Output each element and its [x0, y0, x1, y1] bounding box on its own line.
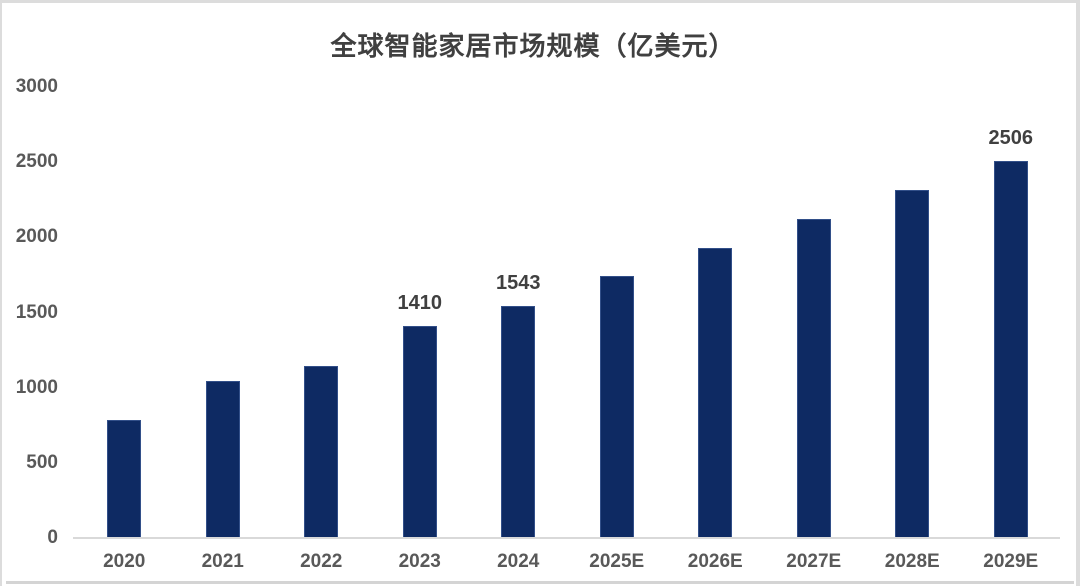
x-tick-label-2025E: 2025E	[589, 551, 645, 572]
bar-2022	[304, 366, 339, 538]
bar-2021	[205, 381, 240, 538]
x-tick-label-2023: 2023	[398, 551, 441, 572]
bar-2026E	[698, 247, 733, 538]
plot-area: 1410 1543 2506	[75, 87, 1060, 538]
y-tick-label-1500: 1500	[15, 301, 58, 323]
y-tick-label-0: 0	[47, 527, 58, 548]
x-tick-label-2028E: 2028E	[884, 551, 940, 572]
y-tick-label-500: 500	[26, 451, 58, 473]
bar-value-label-2024: 1543	[496, 272, 541, 295]
bar-2029E	[993, 161, 1028, 538]
card-border-left	[0, 0, 2, 586]
x-tick-label-2024: 2024	[497, 551, 540, 572]
y-tick-label-2500: 2500	[15, 151, 58, 173]
bar-2028E	[895, 190, 930, 538]
bar-2023	[402, 326, 437, 538]
chart-title: 全球智能家居市场规模（亿美元）	[330, 31, 736, 61]
bar-2020	[107, 419, 142, 538]
x-tick-label-2029E: 2029E	[983, 551, 1039, 572]
card-border-top	[0, 0, 1080, 3]
bar-2024	[501, 306, 536, 538]
bar-2027E	[796, 218, 831, 538]
card-bottom-rule	[6, 581, 1074, 584]
bar-value-label-2029E: 2506	[988, 127, 1034, 150]
card-border-right	[1076, 0, 1080, 586]
y-tick-label-1000: 1000	[15, 376, 58, 398]
x-tick-label-2020: 2020	[103, 551, 146, 572]
x-tick-label-2021: 2021	[201, 551, 244, 572]
x-tick-label-2027E: 2027E	[786, 551, 842, 572]
y-tick-label-2000: 2000	[15, 226, 58, 248]
x-axis-line	[73, 537, 1060, 539]
x-tick-label-2022: 2022	[300, 551, 343, 572]
bar-value-label-2023: 1410	[397, 292, 443, 315]
y-tick-label-3000: 3000	[15, 76, 58, 97]
x-tick-label-2026E: 2026E	[687, 551, 743, 572]
bar-2025E	[599, 276, 634, 538]
